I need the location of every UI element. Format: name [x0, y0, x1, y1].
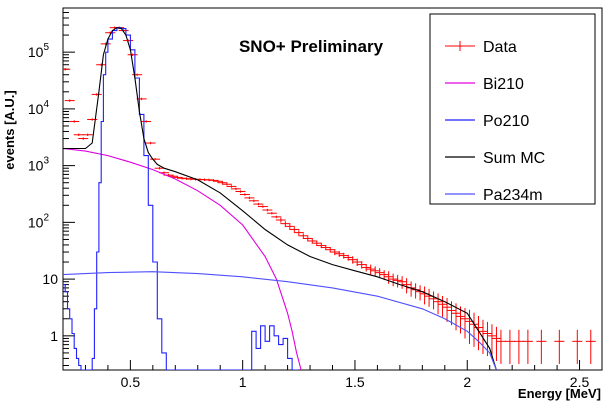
series-bi210-line [63, 147, 302, 370]
legend-label-po210: Po210 [483, 113, 529, 130]
legend-label-pa234m: Pa234m [483, 187, 543, 204]
y-tick-label: 103 [28, 156, 50, 174]
x-tick-label: 2 [463, 374, 471, 390]
legend-label-bi210: Bi210 [483, 76, 524, 93]
y-tick-label: 102 [28, 212, 50, 230]
y-axis-ticks: 1 10 102 103 104 105 [28, 7, 75, 367]
y-tick-label: 104 [28, 99, 50, 117]
y-tick-label: 105 [28, 42, 50, 60]
x-axis-ticks: 0.5 1 1.5 2 2.5 [62, 360, 603, 390]
y-tick-label: 10 [42, 271, 58, 287]
series-data [63, 26, 596, 364]
y-tick-label: 1 [50, 328, 58, 344]
plot-area [63, 26, 596, 370]
legend: Data Bi210 Po210 Sum MC Pa234m [429, 13, 596, 205]
x-axis-label: Energy [MeV] [518, 386, 601, 401]
x-tick-label: 1 [239, 374, 247, 390]
legend-label-data: Data [483, 39, 517, 56]
legend-label-sum-mc: Sum MC [483, 150, 545, 167]
series-pa234m-line [63, 271, 497, 370]
x-tick-label: 1.5 [345, 374, 365, 390]
series-sum-mc-line [63, 27, 497, 370]
y-axis-label: events [A.U.] [2, 90, 17, 169]
x-tick-label: 2.5 [570, 374, 590, 390]
chart-title: SNO+ Preliminary [239, 37, 384, 56]
x-tick-label: 0.5 [121, 374, 141, 390]
